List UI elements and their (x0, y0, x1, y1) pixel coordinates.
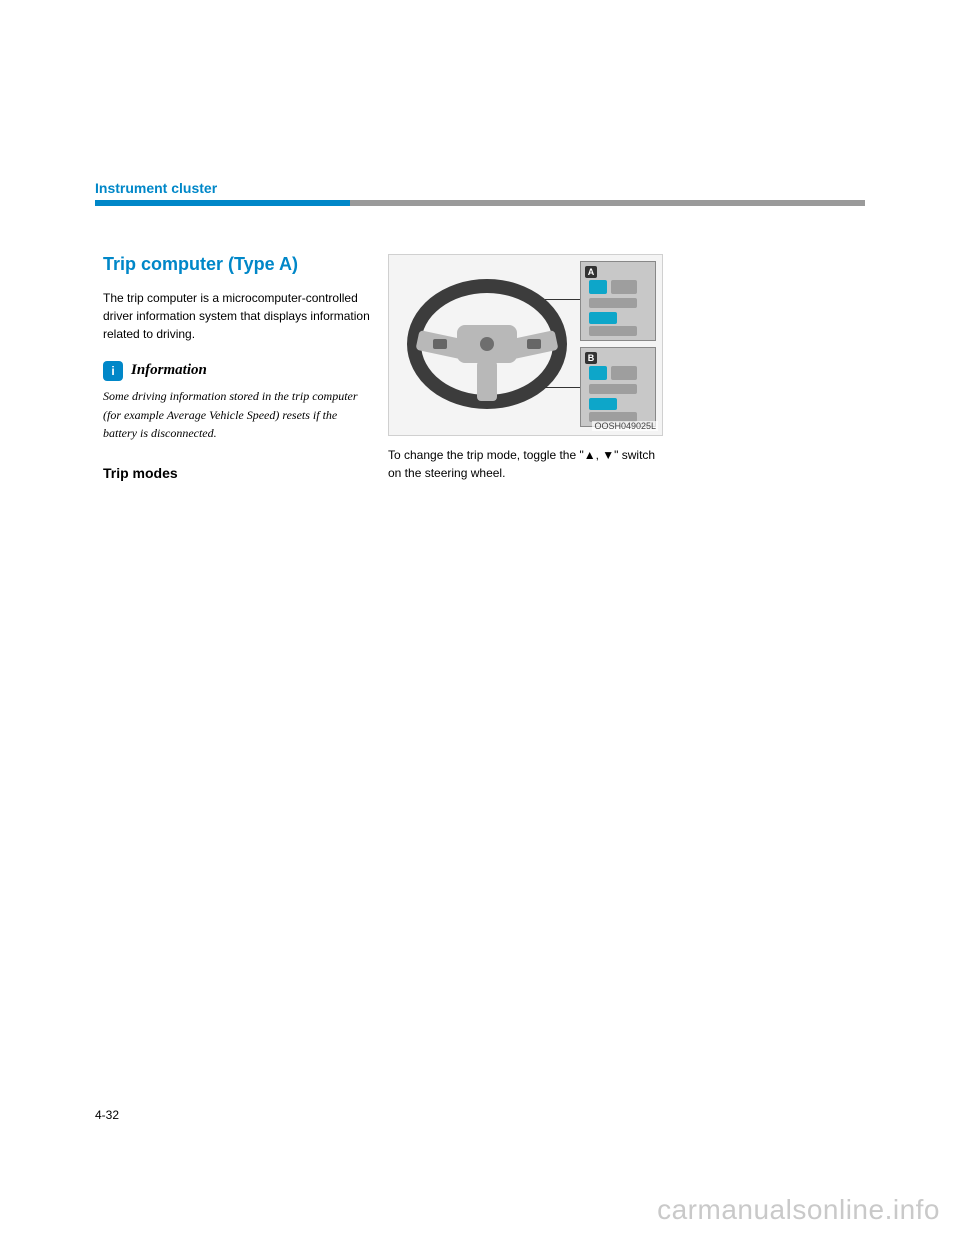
section-header-underline (95, 200, 865, 206)
information-block: i Information (103, 361, 370, 381)
inset-a-tag: A (585, 266, 597, 278)
inset-b: B (580, 347, 656, 427)
steering-wheel-figure: A B OOSH049025L (388, 254, 663, 436)
intro-paragraph: The trip computer is a microcomputer-con… (103, 289, 370, 343)
figure-code: OOSH049025L (592, 421, 658, 431)
left-column: Trip computer (Type A) The trip computer… (95, 254, 370, 492)
information-label: Information (131, 361, 207, 379)
underline-gray (350, 200, 865, 206)
section-header-label: Instrument cluster (95, 180, 865, 200)
steering-wheel-illustration (407, 279, 567, 409)
middle-column: A B OOSH049025L To change the tr (388, 254, 663, 492)
section-header: Instrument cluster (95, 180, 865, 204)
section-title: Trip computer (Type A) (103, 254, 370, 275)
watermark: carmanualsonline.info (657, 1194, 940, 1226)
manual-page: Instrument cluster Trip computer (Type A… (0, 0, 960, 1242)
content-columns: Trip computer (Type A) The trip computer… (95, 254, 865, 492)
trip-modes-subhead: Trip modes (103, 465, 370, 481)
inset-b-tag: B (585, 352, 597, 364)
underline-blue (95, 200, 350, 206)
trip-mode-instruction: To change the trip mode, toggle the "▲, … (388, 446, 663, 482)
page-number: 4-32 (95, 1108, 119, 1122)
info-icon: i (103, 361, 123, 381)
right-column (681, 254, 956, 492)
inset-a: A (580, 261, 656, 341)
information-text: Some driving information stored in the t… (103, 387, 370, 443)
